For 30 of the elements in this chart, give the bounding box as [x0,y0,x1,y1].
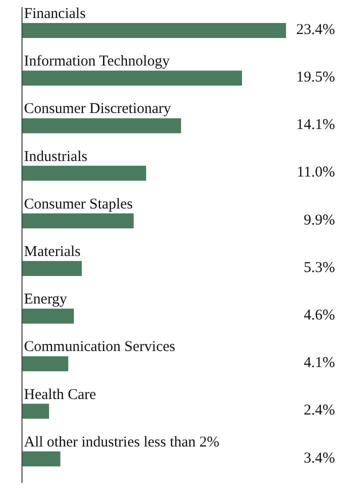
y-tick-label: Health Care [24,386,96,403]
bar [22,213,134,228]
bar [22,356,68,372]
y-tick-label: Communication Services [24,339,176,356]
data-label: 19.5% [296,70,335,86]
bar [22,261,82,276]
bar [22,308,74,324]
y-tick-label: Energy [24,292,68,308]
y-tick-label: Consumer Discretionary [24,101,172,118]
bar [22,23,286,38]
data-label: 9.9% [304,212,335,228]
data-label: 3.4% [304,450,335,466]
bar [22,118,182,134]
y-tick-label: Industrials [24,148,88,165]
data-label: 23.4% [296,22,335,38]
data-label: 14.1% [296,117,335,134]
y-tick-label: All other industries less than 2% [24,434,220,450]
data-label: 4.6% [304,308,335,324]
y-tick-label: Materials [24,244,81,260]
bar [22,404,50,419]
bar [22,166,146,181]
bar [22,70,242,86]
y-tick-label: Information Technology [24,54,170,70]
bar [22,451,60,466]
y-tick-label: Consumer Staples [24,196,133,212]
y-tick-label: Financials [24,6,86,22]
data-label: 11.0% [296,164,335,181]
data-label: 5.3% [304,260,335,276]
data-label: 2.4% [304,402,335,419]
data-label: 4.1% [304,355,335,372]
